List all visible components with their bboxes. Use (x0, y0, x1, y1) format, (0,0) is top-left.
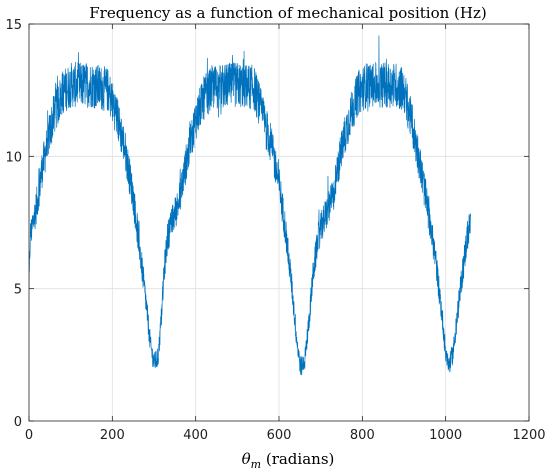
series-line (29, 35, 472, 376)
y-tick-label: 5 (14, 283, 22, 298)
x-tick-label: 200 (100, 428, 125, 443)
y-tick-label: 0 (14, 415, 22, 430)
ticks (28, 23, 530, 422)
x-tick-label: 0 (25, 428, 33, 443)
chart-title: Frequency as a function of mechanical po… (89, 4, 487, 22)
x-tick-label: 1000 (429, 428, 462, 443)
y-tick-label: 10 (5, 150, 22, 165)
y-tick-label: 15 (5, 18, 22, 33)
x-axis-label-subscript: m (251, 458, 261, 471)
y-tick-labels: 0 5 10 15 (5, 18, 22, 430)
x-tick-label: 1200 (512, 428, 545, 443)
x-tick-label: 800 (350, 428, 375, 443)
x-tick-label: 400 (183, 428, 208, 443)
x-tick-label: 600 (267, 428, 292, 443)
x-axis-label: θm (radians) (242, 450, 335, 471)
x-axis-label-symbol: θ (242, 450, 251, 468)
series-group (29, 35, 472, 376)
x-tick-labels: 0 200 400 600 800 1000 1200 (25, 428, 546, 443)
x-axis-label-rest: (radians) (261, 450, 334, 468)
